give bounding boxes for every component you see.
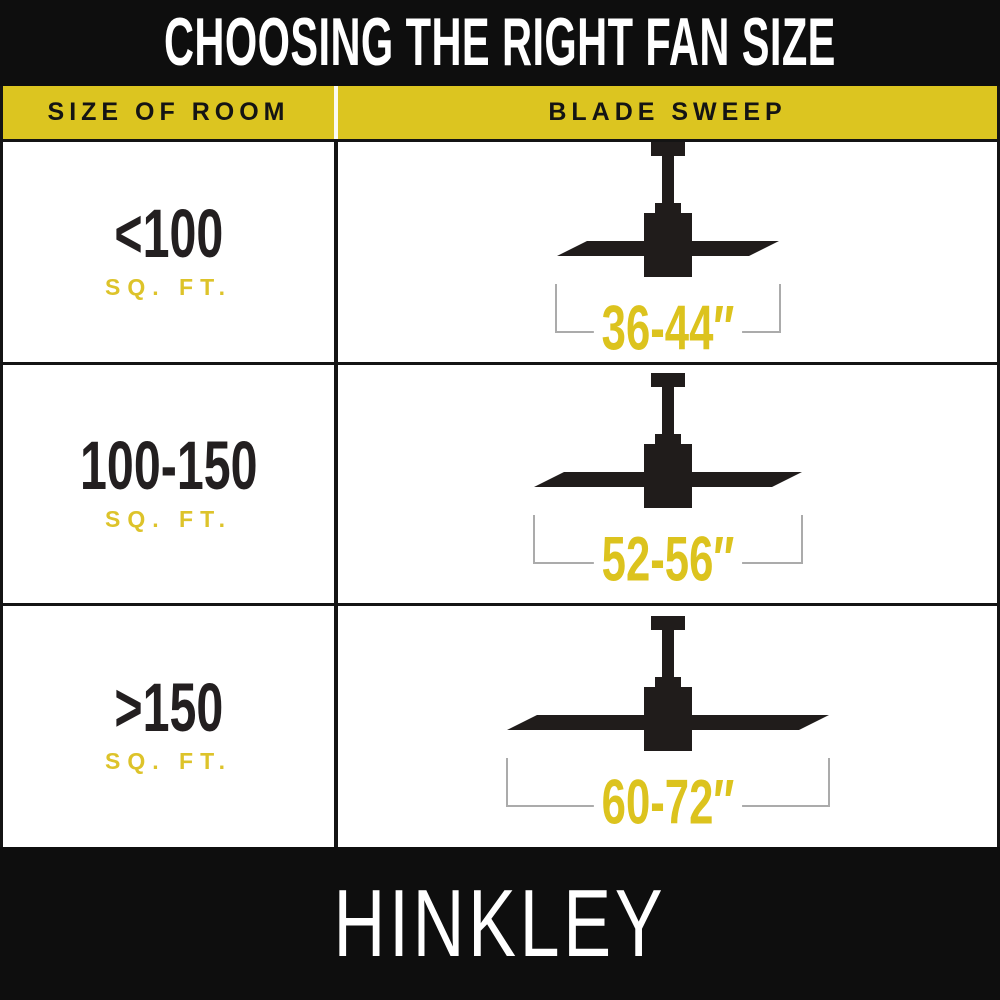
table-row: <100 SQ. FT. 36-44″	[3, 142, 997, 365]
title-bar: CHOOSING THE RIGHT FAN SIZE	[0, 0, 1000, 86]
room-size-cell: 100-150 SQ. FT.	[3, 365, 338, 603]
room-size-unit: SQ. FT.	[105, 273, 232, 300]
ceiling-fan-icon	[533, 373, 802, 509]
brand-bar: HINKLEY	[0, 847, 1000, 1000]
blade-sweep-cell: 52-56″	[338, 365, 997, 603]
blade-sweep-cell: 60-72″	[338, 606, 997, 847]
measurement-bracket: 52-56″	[532, 513, 803, 595]
room-size-value: 100-150	[79, 428, 258, 504]
blade-sweep-value: 36-44″	[593, 296, 742, 360]
ceiling-fan-icon	[556, 142, 779, 278]
page-title: CHOOSING THE RIGHT FAN SIZE	[164, 5, 836, 81]
blade-sweep-value: 52-56″	[593, 527, 742, 591]
measurement-bracket: 36-44″	[554, 282, 781, 362]
room-size-cell: >150 SQ. FT.	[3, 606, 338, 847]
measurement-bracket: 60-72″	[505, 756, 830, 838]
column-header-room: SIZE OF ROOM	[3, 86, 338, 139]
blade-sweep-value: 60-72″	[593, 770, 742, 833]
blade-sweep-cell: 36-44″	[338, 142, 997, 362]
column-header-row: SIZE OF ROOM BLADE SWEEP	[3, 86, 997, 142]
room-size-cell: <100 SQ. FT.	[3, 142, 338, 362]
column-header-room-label: SIZE OF ROOM	[47, 98, 290, 126]
table-row: >150 SQ. FT. 60-72″	[3, 606, 997, 847]
room-size-value: <100	[114, 196, 223, 272]
table-row: 100-150 SQ. FT. 52-56″	[3, 365, 997, 606]
room-size-unit: SQ. FT.	[105, 748, 232, 774]
room-size-unit: SQ. FT.	[105, 505, 232, 532]
room-size-value: >150	[114, 670, 223, 747]
column-header-sweep: BLADE SWEEP	[338, 86, 997, 139]
ceiling-fan-icon	[506, 615, 829, 752]
column-header-sweep-label: BLADE SWEEP	[548, 98, 787, 126]
brand-logo: HINKLEY	[333, 869, 667, 977]
table-area: SIZE OF ROOM BLADE SWEEP <100 SQ. FT. 36…	[0, 86, 1000, 847]
